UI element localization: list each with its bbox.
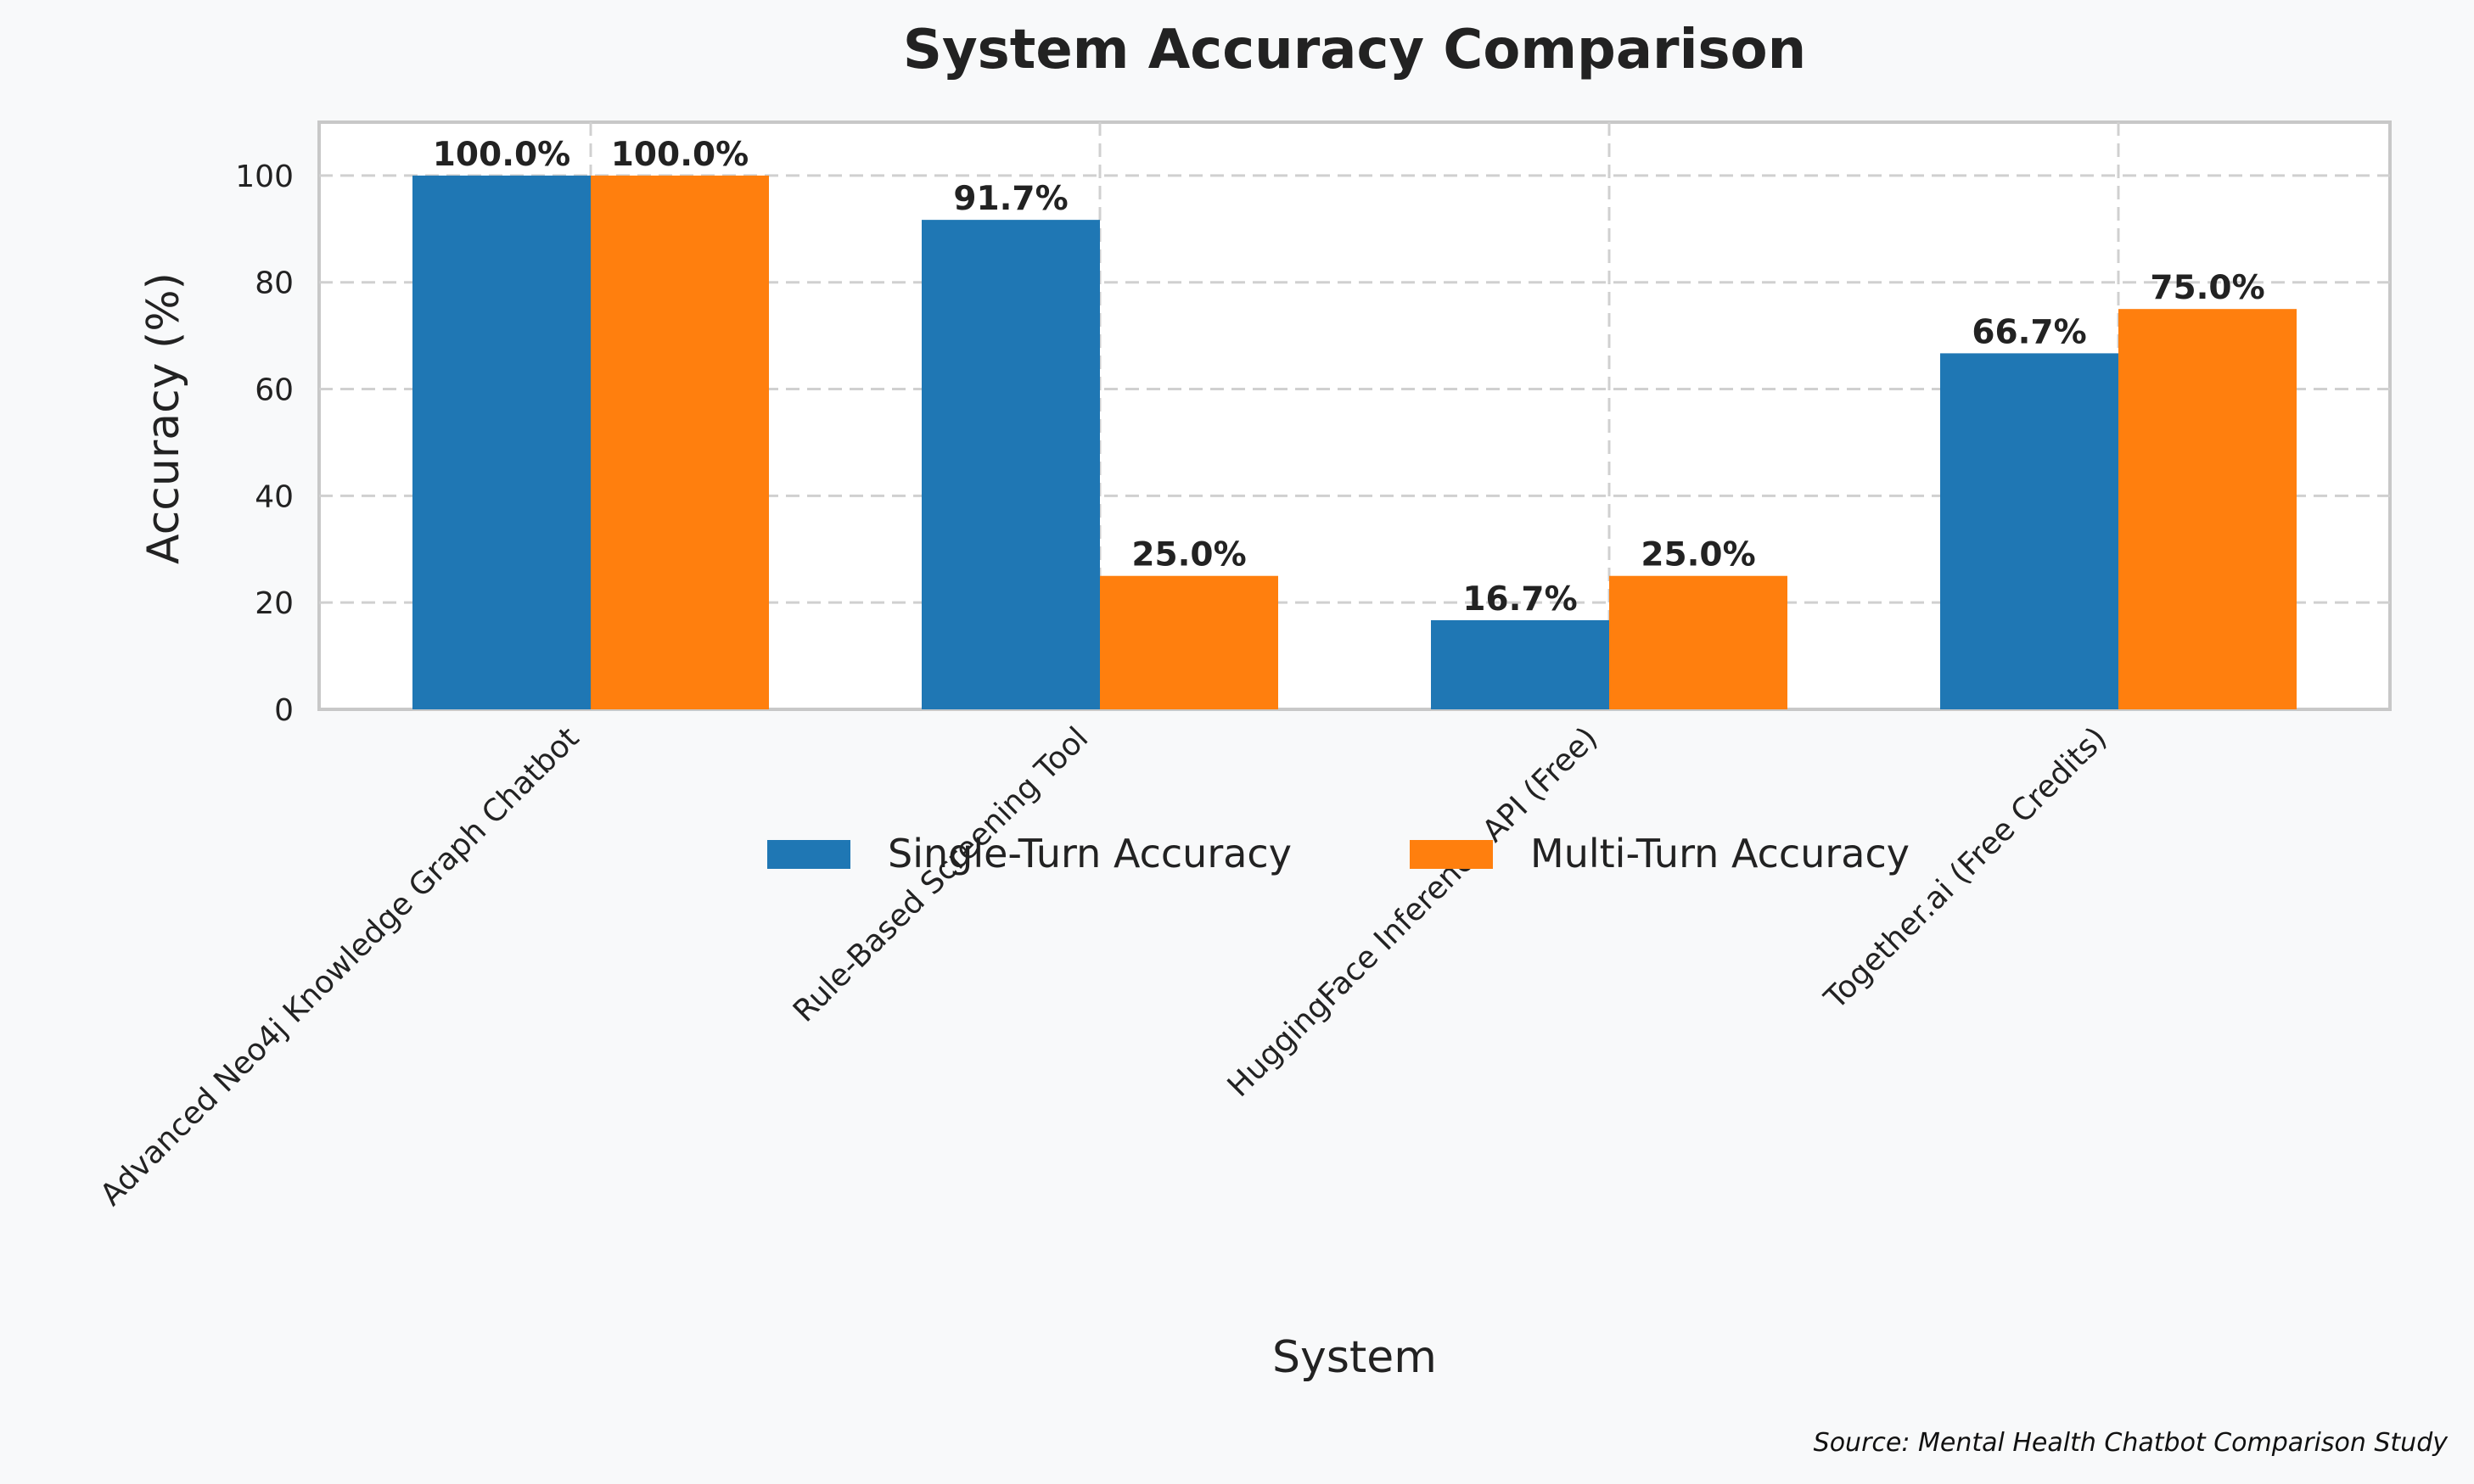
y-axis-label: Accuracy (%) xyxy=(138,272,189,564)
bar-value-label: 75.0% xyxy=(2150,269,2264,307)
legend-swatch xyxy=(767,840,850,869)
bar xyxy=(1100,575,1278,709)
bar-labels: 100.0% 100.0% 91.7% 25.0% 16.7% 25.0% 66.7% 75.… xyxy=(433,136,2265,619)
y-tick-label: 20 xyxy=(255,586,294,621)
x-axis-label: System xyxy=(1272,1332,1437,1383)
source-note: Source: Mental Health Chatbot Comparison… xyxy=(1814,1428,2449,1458)
x-tick-label: Advanced Neo4j Knowledge Graph Chatbot xyxy=(94,720,586,1212)
legend-label: Single-Turn Accuracy xyxy=(888,831,1292,876)
bars xyxy=(412,175,2297,710)
bar-value-label: 91.7% xyxy=(953,180,1068,218)
y-tick-label: 0 xyxy=(274,693,294,728)
bar-value-label: 100.0% xyxy=(611,136,749,174)
y-tick-label: 60 xyxy=(255,373,294,408)
y-tick-label: 100 xyxy=(235,160,294,194)
x-tick-label: HuggingFace Inference API (Free) xyxy=(1221,720,1605,1104)
bar xyxy=(1940,353,2118,709)
legend-label: Multi-Turn Accuracy xyxy=(1530,831,1910,876)
x-axis-ticks: Advanced Neo4j Knowledge Graph Chatbot Ru… xyxy=(94,720,2114,1212)
bar-value-label: 16.7% xyxy=(1462,580,1577,619)
bar xyxy=(1609,575,1787,709)
y-tick-label: 40 xyxy=(255,479,294,514)
bar xyxy=(591,175,769,710)
bar-value-label: 25.0% xyxy=(1641,536,1755,574)
y-axis-ticks: 0 20 40 60 80 100 xyxy=(235,160,294,728)
bar xyxy=(412,175,591,710)
bar-value-label: 100.0% xyxy=(433,136,570,174)
bar xyxy=(2118,309,2297,709)
bar xyxy=(922,220,1100,709)
legend: Single-Turn Accuracy Multi-Turn Accuracy xyxy=(767,831,1910,876)
y-tick-label: 80 xyxy=(255,266,294,301)
bar-value-label: 25.0% xyxy=(1131,536,1246,574)
legend-swatch xyxy=(1410,840,1493,869)
bar xyxy=(1431,619,1609,709)
bar-value-label: 66.7% xyxy=(1972,313,2086,351)
chart-title: System Accuracy Comparison xyxy=(903,19,1806,81)
